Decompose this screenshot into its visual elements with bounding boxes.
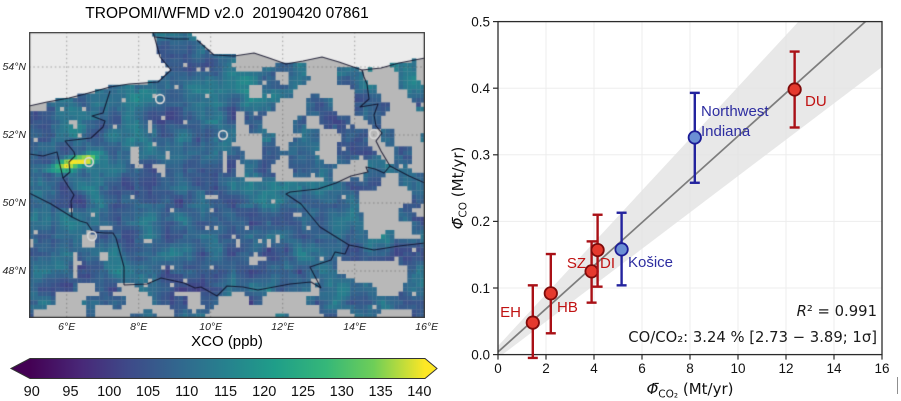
data-points: EH HB SZ DI Košice Northwest Indiana DU [500,50,827,360]
scatter-plot: 0 2 4 6 8 10 12 14 16 0.0 0.1 0.2 0.3 0.4 0.5 Φ̄CO₂ (Mt… [450,14,890,401]
point-label-KOSICE: Košice [628,254,673,271]
y-axis-label: Φ̄CO (Mt/yr) [450,147,470,230]
point-label-NWI: Northwest [701,103,769,120]
colorbar-tick-label: 100 [97,384,121,400]
map-lon-tick: 10°E [199,321,223,333]
x-tick-label: 12 [778,361,793,376]
colorbar-tick-label: 135 [368,384,392,400]
colorbar-tick-label: 125 [291,384,315,400]
x-tick-label: 10 [730,361,745,376]
point-label-NWI: Indiana [701,123,751,140]
colorbar-tick-label: 105 [136,384,160,400]
point-label-DI: DI [600,255,615,272]
x-tick-label: 6 [638,361,646,376]
fit-line [498,21,867,353]
colorbar-tick-label: 115 [214,384,237,400]
map-lat-tick: 48°N [2,265,26,277]
axes: 0 2 4 6 8 10 12 14 16 0.0 0.1 0.2 0.3 0.4 0.5 [471,14,889,376]
point-NWI: Northwest Indiana [687,91,769,184]
point-label-HB: HB [557,299,578,316]
colorbar-tick-label: 110 [175,384,198,400]
colorbar-tick-label: 95 [62,384,78,400]
svg-text:Φ̄CO₂ (Mt/yr): Φ̄CO₂ (Mt/yr) [646,380,733,401]
x-tick-label: 8 [686,361,694,376]
point-DI: DI [590,213,615,288]
map-lat-tick: 52°N [2,129,26,141]
y-tick-label: 0.3 [471,148,490,163]
point-SZ: SZ [567,240,599,304]
r-squared-text: R² = 0.991 [797,303,877,320]
colorbar-gradient [9,358,438,379]
x-tick-label: 16 [874,361,889,376]
map-lon-tick: 14°E [343,321,367,333]
point-EH: EH [500,284,540,360]
y-tick-label: 0.2 [471,214,490,229]
colorbar-title: XCO (ppb) [191,333,263,350]
map-lat-tick: 50°N [2,197,26,209]
point-label-DU: DU [805,93,827,110]
y-tick-label: 0.4 [471,81,490,96]
colorbar-tick-label: 120 [252,384,276,400]
ratio-text: CO/CO₂: 3.24 % [2.73 − 3.89; 1σ] [628,329,877,346]
x-tick-label: 14 [826,361,842,376]
map-lat-tick: 54°N [2,61,26,73]
x-tick-label: 4 [590,361,598,376]
colorbar-tick-label: 140 [407,384,431,400]
y-tick-label: 0.5 [471,14,490,29]
x-axis-label: Φ̄CO₂ (Mt/yr) [646,380,733,401]
point-KOSICE: Košice [614,211,673,287]
map-lon-tick: 8°E [130,321,148,333]
point-label-EH: EH [500,304,521,321]
colorbar-tick-label: 130 [330,384,354,400]
colorbar: 90 95 100 105 110 115 120 125 130 135 140 [9,358,438,400]
x-tick-label: 0 [494,361,502,376]
svg-text:Φ̄CO (Mt/yr): Φ̄CO (Mt/yr) [450,147,470,230]
map-title: TROPOMI/WFMD v2.0 20190420 07861 [85,5,369,22]
colorbar-tick-label: 90 [24,384,40,400]
map-lon-tick: 12°E [271,321,295,333]
x-tick-label: 2 [542,361,550,376]
point-DU: DU [787,50,827,129]
y-tick-label: 0.0 [471,347,490,362]
point-HB: HB [543,252,578,335]
stray-line-artifact [897,377,898,394]
y-tick-label: 0.1 [471,281,490,296]
xco-map [29,32,425,318]
map-lon-tick: 6°E [58,321,76,333]
annotations: R² = 0.991 CO/CO₂: 3.24 % [2.73 − 3.89; 1… [628,303,877,346]
map-lon-tick: 16°E [415,321,439,333]
point-label-SZ: SZ [567,255,586,272]
